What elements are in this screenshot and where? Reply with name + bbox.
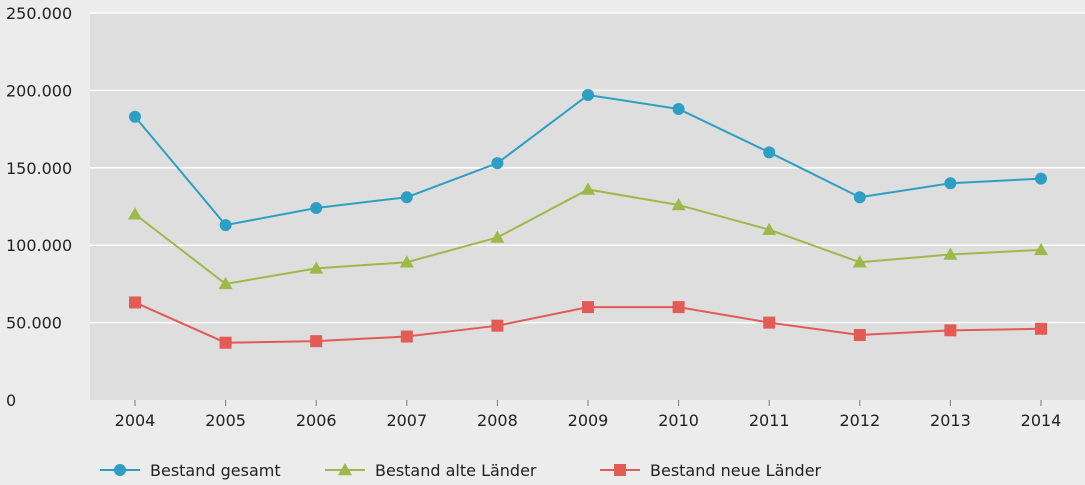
legend-item: Bestand neue Länder (600, 461, 822, 480)
y-tick-label: 50.000 (6, 314, 62, 333)
data-point (853, 328, 866, 341)
data-point (763, 146, 776, 159)
data-point (400, 330, 413, 343)
y-tick-label: 0 (6, 391, 16, 410)
legend: Bestand gesamt Bestand alte Länder Bestand… (100, 461, 822, 480)
y-tick-label: 250.000 (6, 4, 72, 23)
data-point (581, 182, 595, 195)
data-point (671, 197, 686, 211)
data-point (400, 191, 413, 204)
x-tick-label: 2007 (386, 411, 427, 430)
data-point (128, 207, 142, 220)
data-point (218, 276, 233, 290)
data-point (310, 202, 323, 215)
data-point (943, 247, 958, 260)
data-point (219, 219, 232, 232)
plot-area (90, 13, 1085, 400)
data-point (763, 316, 776, 329)
series-1 (129, 89, 1047, 232)
legend-label: Bestand neue Länder (650, 461, 822, 480)
y-tick-label: 100.000 (6, 236, 72, 255)
legend-label: Bestand alte Länder (375, 461, 537, 480)
data-point (219, 336, 232, 349)
x-tick-label: 2008 (477, 411, 518, 430)
y-axis-ticks: 0 50.000 100.000 150.000 200.000 250.000 (6, 4, 72, 410)
legend-marker (114, 464, 126, 476)
data-point (672, 102, 685, 115)
data-point (1035, 322, 1047, 335)
x-tick-label: 2012 (839, 411, 880, 430)
data-point (490, 230, 505, 243)
series-group (128, 89, 1048, 349)
series-2 (128, 182, 1048, 290)
legend-item: Bestand gesamt (100, 461, 281, 480)
y-tick-label: 150.000 (6, 159, 72, 178)
data-point (1035, 172, 1047, 185)
data-point (310, 335, 323, 348)
data-point (582, 89, 594, 102)
x-tick-label: 2005 (205, 411, 246, 430)
data-point (672, 301, 685, 314)
legend-marker (614, 464, 626, 476)
data-point (129, 110, 141, 123)
x-tick-label: 2010 (658, 411, 699, 430)
y-tick-label: 200.000 (6, 81, 72, 100)
x-tick-label: 2014 (1021, 411, 1062, 430)
legend-label: Bestand gesamt (150, 461, 281, 480)
data-point (309, 261, 324, 274)
x-tick-label: 2013 (930, 411, 971, 430)
x-tick-label: 2011 (749, 411, 790, 430)
data-point (129, 296, 141, 309)
legend-item: Bestand alte Länder (325, 461, 537, 480)
data-point (762, 222, 777, 235)
legend-marker (338, 463, 352, 476)
data-point (944, 324, 957, 337)
data-point (1034, 242, 1048, 256)
data-point (853, 191, 866, 204)
data-point (399, 255, 414, 268)
data-point (582, 301, 594, 314)
data-point (491, 157, 504, 170)
series-3 (129, 296, 1047, 349)
x-axis-ticks: 2004 2005 2006 2007 2008 2009 2010 2011 2012 2013… (115, 400, 1062, 430)
data-point (852, 255, 867, 268)
x-tick-label: 2006 (296, 411, 337, 430)
data-point (491, 319, 504, 332)
x-tick-label: 2004 (115, 411, 156, 430)
x-tick-label: 2009 (568, 411, 609, 430)
data-point (944, 177, 957, 190)
